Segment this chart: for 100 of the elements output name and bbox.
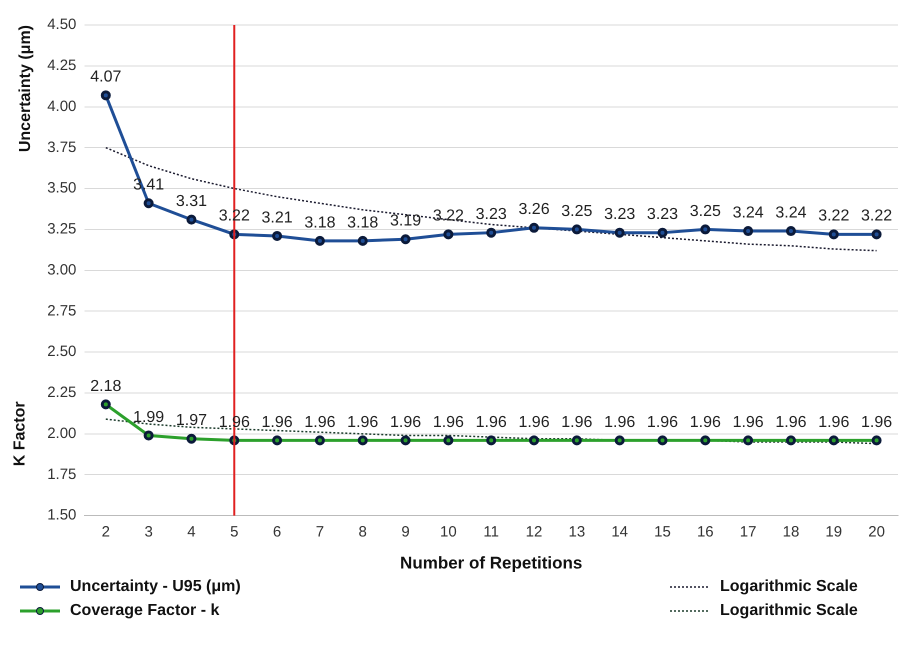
x-axis-title: Number of Repetitions — [400, 553, 582, 572]
point — [828, 229, 839, 240]
point — [186, 214, 196, 225]
point — [272, 435, 282, 446]
data-label: 1.96 — [518, 414, 550, 431]
y-axis-title: Uncertainty (μm) — [17, 25, 34, 152]
y-tick-label: 2.25 — [47, 384, 76, 402]
legend-label: Logarithmic Scale — [720, 602, 858, 620]
point — [872, 229, 882, 240]
point — [272, 230, 282, 241]
y-tick-label: 4.00 — [47, 98, 76, 115]
point — [486, 435, 496, 446]
point — [529, 222, 540, 233]
x-tick-label: 19 — [825, 524, 842, 541]
y-tick-label: 4.50 — [47, 16, 76, 34]
data-label: 1.96 — [775, 414, 807, 431]
y-tick-label: 3.00 — [47, 261, 76, 278]
data-label: 2.18 — [90, 378, 122, 395]
x-tick-label: 5 — [230, 524, 238, 541]
data-label: 1.96 — [604, 414, 636, 431]
point — [486, 228, 496, 238]
point — [657, 435, 668, 446]
data-label: 1.96 — [818, 414, 850, 431]
y-tick-label: 2.75 — [47, 302, 76, 320]
point — [786, 226, 796, 236]
point — [144, 430, 154, 440]
point — [872, 435, 882, 446]
point — [572, 435, 582, 446]
text: K Factor — [11, 401, 28, 466]
data-label: 3.23 — [604, 206, 636, 224]
legend-label: Logarithmic Scale — [720, 578, 858, 596]
data-label: 1.96 — [262, 414, 293, 431]
point — [614, 435, 625, 446]
point — [358, 236, 368, 246]
data-label: 1.99 — [133, 408, 164, 426]
x-tick-label: 18 — [782, 524, 800, 541]
y-tick-label: 3.25 — [47, 220, 76, 238]
data-label: 3.25 — [561, 202, 593, 220]
point — [743, 435, 754, 446]
x-tick-label: 13 — [568, 524, 586, 541]
data-label: 1.96 — [304, 414, 336, 431]
x-tick-label: 12 — [526, 524, 542, 541]
x-tick-label: 15 — [654, 524, 671, 541]
data-label: 1.96 — [432, 414, 464, 431]
x-tick-label: 4 — [187, 524, 196, 541]
y-tick-label: 1.75 — [47, 466, 76, 483]
y-tick-label: 2.50 — [47, 343, 76, 360]
data-label: 3.22 — [818, 208, 850, 225]
data-label: 3.24 — [775, 204, 807, 222]
data-label: 3.22 — [432, 208, 464, 225]
data-label: 3.26 — [518, 201, 550, 218]
data-label: 3.24 — [732, 204, 764, 222]
point — [786, 435, 796, 446]
y-tick-label: 3.50 — [47, 180, 76, 197]
point — [358, 435, 368, 446]
x-tick-label: 20 — [868, 524, 885, 541]
point — [186, 434, 196, 444]
data-label: 3.18 — [347, 214, 378, 232]
data-label: 3.31 — [176, 193, 208, 210]
data-label: 3.21 — [262, 209, 293, 226]
y-tick-label: 1.50 — [47, 506, 76, 524]
x-tick-label: 3 — [144, 524, 153, 541]
point — [614, 228, 625, 238]
x-tick-label: 7 — [316, 524, 324, 541]
point — [700, 224, 710, 234]
point — [144, 198, 154, 208]
data-label: 1.96 — [347, 414, 378, 431]
point — [400, 234, 411, 244]
point — [314, 236, 325, 246]
data-label: 1.97 — [176, 412, 208, 430]
point — [443, 435, 454, 446]
point — [572, 224, 582, 234]
x-tick-label: 17 — [740, 524, 756, 541]
x-tick-label: 16 — [696, 524, 714, 541]
point — [314, 435, 325, 446]
legend-label: Coverage Factor - k — [70, 602, 220, 620]
data-label: 1.96 — [646, 414, 678, 431]
data-label: 3.25 — [690, 202, 721, 220]
y-tick-label: 3.75 — [47, 138, 76, 156]
x-tick-label: 8 — [358, 524, 367, 541]
point — [529, 435, 540, 446]
y-tick-label: 2.00 — [47, 424, 76, 442]
point — [443, 229, 454, 240]
point — [743, 226, 754, 236]
data-label: 1.96 — [690, 414, 721, 431]
x-tick-label: 2 — [102, 524, 110, 541]
point — [657, 228, 668, 238]
data-label: 1.96 — [561, 414, 593, 431]
point — [828, 435, 839, 446]
data-label: 3.19 — [390, 212, 422, 230]
data-label: 3.23 — [646, 206, 678, 224]
data-label: 3.18 — [304, 214, 336, 232]
point — [700, 435, 710, 446]
x-tick-label: 9 — [401, 524, 410, 541]
point — [100, 399, 111, 410]
data-label: 1.96 — [390, 414, 422, 431]
data-label: 3.22 — [861, 208, 892, 225]
point — [400, 435, 411, 446]
point — [100, 90, 111, 100]
x-tick-label: 10 — [440, 524, 457, 541]
